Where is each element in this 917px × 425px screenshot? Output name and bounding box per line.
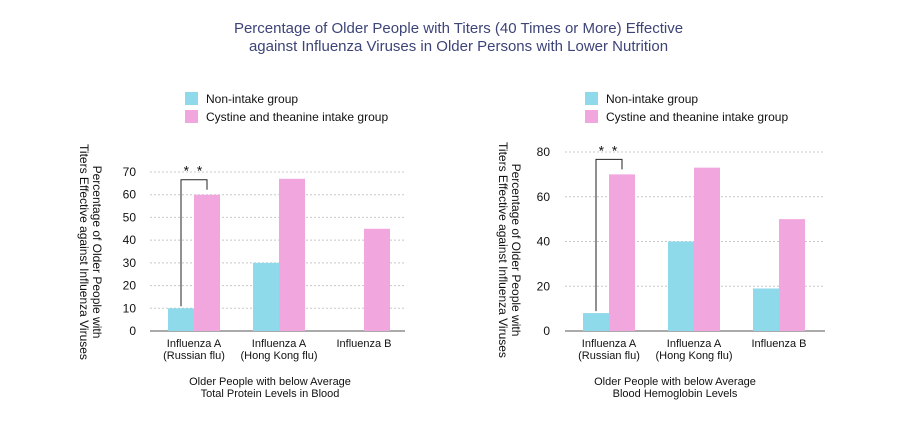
category-label-line: Influenza A xyxy=(667,338,722,350)
category-label-line: Influenza A xyxy=(582,338,637,350)
legend-label-non-intake: Non-intake group xyxy=(206,92,299,106)
y-tick-label: 0 xyxy=(543,324,550,338)
category-label-line: (Hong Kong flu) xyxy=(240,350,317,362)
legend-non-intake: Non-intake group xyxy=(185,92,298,106)
category-label: Influenza B xyxy=(751,338,806,350)
y-tick-label: 60 xyxy=(123,188,137,202)
category-label-line: (Russian flu) xyxy=(578,350,640,362)
y-tick-label: 30 xyxy=(123,256,137,270)
bar-non-intake xyxy=(753,288,779,331)
significance-bracket xyxy=(595,158,623,312)
x-axis-caption-line-1: Older People with below Average xyxy=(189,376,351,388)
x-axis-caption-line-2: Blood Hemoglobin Levels xyxy=(612,388,738,400)
bar-intake xyxy=(694,167,720,331)
legend-swatch-intake xyxy=(585,110,598,123)
bar-intake xyxy=(364,228,390,331)
y-tick-label: 10 xyxy=(123,301,137,315)
y-tick-label: 40 xyxy=(537,235,551,249)
category-label-line: (Russian flu) xyxy=(163,350,225,362)
y-tick-label: 60 xyxy=(537,190,551,204)
category-label: Influenza B xyxy=(336,338,391,350)
x-axis-caption-line-1: Older People with below Average xyxy=(594,376,756,388)
legend-non-intake: Non-intake group xyxy=(585,92,698,106)
x-axis-caption: Older People with below Average Blood He… xyxy=(545,376,805,400)
y-tick-label: 50 xyxy=(123,210,137,224)
chart-title-line-2: against Influenza Viruses in Older Perso… xyxy=(248,38,669,55)
y-tick-label: 80 xyxy=(537,145,551,159)
y-tick-label: 20 xyxy=(123,279,137,293)
category-label: Influenza A (Russian flu) xyxy=(163,338,225,362)
legend-intake: Cystine and theanine intake group xyxy=(585,110,788,124)
legend-label-intake: Cystine and theanine intake group xyxy=(206,110,389,124)
legend-swatch-non-intake xyxy=(185,92,198,105)
x-axis-caption-line-2: Total Protein Levels in Blood xyxy=(200,388,340,400)
category-label: Influenza A (Russian flu) xyxy=(578,338,640,362)
legend-label-intake: Cystine and theanine intake group xyxy=(606,110,789,124)
bar-intake xyxy=(779,219,805,331)
legend-swatch-intake xyxy=(185,110,198,123)
y-tick-label: 70 xyxy=(123,165,137,179)
y-tick-label: 20 xyxy=(537,279,551,293)
legend-swatch-non-intake xyxy=(585,92,598,105)
bar-intake xyxy=(279,178,305,331)
significance-marker: * * xyxy=(184,163,205,179)
chart-title-line-1: Percentage of Older People with Titers (… xyxy=(233,20,684,37)
bar-non-intake xyxy=(668,241,694,331)
protein-chart: Non-intake group Cystine and theanine in… xyxy=(0,0,440,425)
category-label-line: Influenza B xyxy=(751,338,806,350)
category-label-line: Influenza A xyxy=(252,338,307,350)
bar-non-intake xyxy=(583,313,609,331)
legend-intake: Cystine and theanine intake group xyxy=(185,110,388,124)
category-label-line: (Hong Kong flu) xyxy=(655,350,732,362)
hemoglobin-chart: Non-intake group Cystine and theanine in… xyxy=(420,0,860,425)
bar-non-intake xyxy=(168,308,194,331)
bar-intake xyxy=(609,174,635,331)
significance-marker: * * xyxy=(599,142,620,158)
category-label: Influenza A (Hong Kong flu) xyxy=(240,338,317,362)
bar-intake xyxy=(194,194,220,331)
y-tick-label: 40 xyxy=(123,233,137,247)
legend-label-non-intake: Non-intake group xyxy=(606,92,699,106)
category-label-line: Influenza B xyxy=(336,338,391,350)
category-label-line: Influenza A xyxy=(167,338,222,350)
category-label: Influenza A (Hong Kong flu) xyxy=(655,338,732,362)
significance-bracket xyxy=(180,179,208,307)
bar-non-intake xyxy=(253,262,279,331)
chart-title: Percentage of Older People with Titers (… xyxy=(0,20,917,56)
x-axis-caption: Older People with below Average Total Pr… xyxy=(140,376,400,400)
y-tick-label: 0 xyxy=(129,324,136,338)
